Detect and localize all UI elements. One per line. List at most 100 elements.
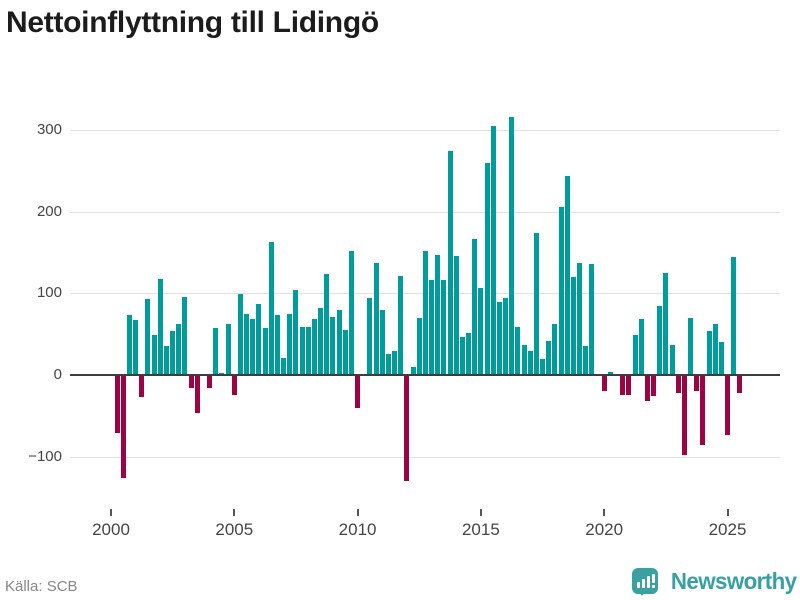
bar: [496, 302, 502, 375]
bar: [484, 162, 490, 375]
bar: [435, 254, 441, 375]
exclamation-glyph: [651, 574, 655, 583]
bar: [274, 314, 280, 375]
bar: [644, 375, 650, 402]
bar: [237, 294, 243, 375]
bar: [589, 263, 595, 375]
bar: [133, 320, 139, 375]
bar: [453, 255, 459, 375]
bar: [546, 340, 552, 375]
bar: [490, 125, 496, 375]
gridline: [70, 130, 780, 132]
bar: [638, 319, 644, 375]
x-tick-label: 2010: [338, 520, 377, 539]
bar: [688, 317, 693, 375]
newsworthy-logo[interactable]: Newsworthy: [631, 565, 797, 597]
x-tick-mark: [233, 509, 236, 516]
bar: [182, 296, 188, 375]
newsworthy-wordmark: Newsworthy: [670, 567, 796, 594]
bar: [663, 272, 669, 375]
bar: [194, 375, 200, 413]
y-tick-label: 200: [36, 202, 62, 220]
bar: [250, 318, 256, 375]
bar: [552, 323, 558, 375]
bar: [731, 256, 737, 375]
bar: [392, 350, 398, 375]
bar-chart-glyph: [641, 579, 645, 588]
gridline: [70, 456, 780, 458]
bar: [478, 287, 484, 375]
bar: [318, 308, 324, 375]
bar: [293, 290, 299, 375]
bar: [336, 310, 342, 375]
bar: [379, 310, 385, 375]
page-title: Nettoinflyttning till Lidingö: [6, 6, 379, 39]
bar: [176, 323, 182, 375]
bar: [558, 206, 564, 375]
bar: [416, 317, 422, 375]
bar: [626, 375, 632, 395]
bar: [367, 298, 373, 375]
bar: [139, 375, 145, 398]
x-tick-label: 2005: [215, 520, 254, 539]
bar: [262, 328, 268, 375]
y-tick-label: 100: [36, 284, 62, 302]
bar: [170, 330, 176, 375]
bar: [120, 375, 126, 478]
zero-baseline: [70, 374, 780, 376]
bar: [404, 375, 410, 482]
bar: [324, 273, 330, 375]
bar: [114, 375, 120, 433]
bar: [459, 337, 465, 375]
bar: [385, 353, 391, 375]
bar: [348, 250, 354, 375]
bar: [422, 250, 428, 375]
bar: [145, 299, 151, 375]
bar: [398, 276, 404, 375]
bar: [540, 358, 546, 375]
bar: [207, 375, 213, 389]
bar: [570, 277, 576, 375]
bar: [515, 326, 521, 375]
bar: [509, 116, 515, 375]
bar: [564, 175, 570, 375]
bar: [521, 344, 527, 375]
x-tick-label: 2025: [708, 520, 747, 539]
bar: [632, 334, 638, 375]
x-tick-mark: [479, 509, 482, 516]
bar: [712, 324, 718, 375]
newsworthy-icon: [631, 568, 658, 596]
x-tick-label: 2000: [92, 520, 130, 539]
bar: [466, 333, 472, 375]
x-tick-mark: [603, 509, 606, 516]
bar: [410, 366, 416, 375]
bar: [342, 330, 348, 375]
x-tick-mark: [110, 509, 112, 516]
bar: [225, 324, 231, 375]
bar: [725, 375, 730, 436]
bar: [256, 303, 262, 375]
y-tick-label: −100: [28, 447, 62, 465]
exclamation-glyph: [651, 585, 655, 588]
bar: [447, 151, 453, 375]
bar: [577, 263, 583, 375]
bar: [151, 334, 157, 375]
bar: [657, 306, 663, 375]
bar: [281, 357, 287, 375]
bar: [718, 341, 724, 375]
bar: [231, 375, 237, 395]
x-tick-mark: [726, 509, 729, 516]
bar: [675, 375, 681, 393]
bar: [305, 326, 311, 375]
bar: [219, 372, 225, 375]
bar: [706, 330, 712, 375]
bar: [355, 375, 361, 409]
y-tick-label: 300: [36, 121, 62, 139]
bar: [601, 375, 607, 392]
bar: [620, 375, 626, 396]
y-tick-label: 0: [53, 366, 62, 383]
bar: [299, 326, 305, 375]
bar-chart-glyph: [646, 576, 650, 588]
bar: [669, 344, 675, 375]
